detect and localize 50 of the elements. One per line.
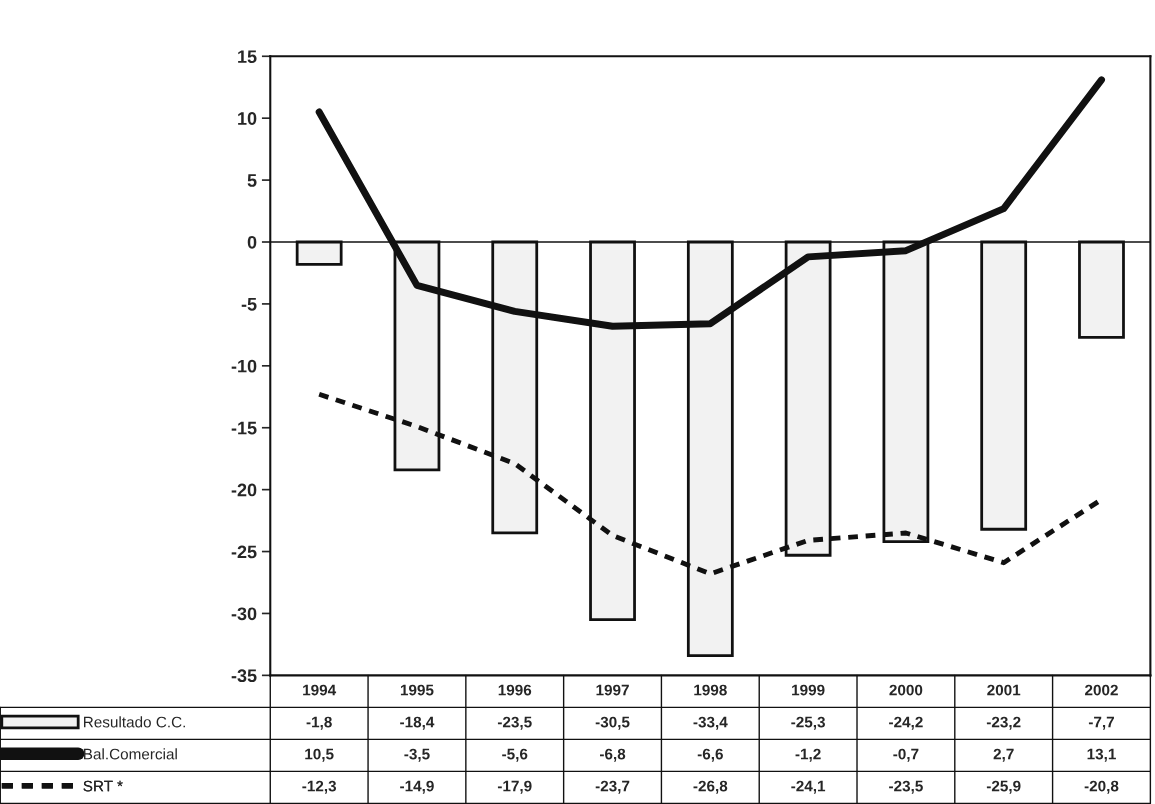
data-label: -18,4 <box>400 716 435 730</box>
data-label: -33,4 <box>693 716 728 730</box>
x-tick-label: 1994 <box>303 684 337 696</box>
data-label: 10,5 <box>305 748 334 762</box>
y-tick-label: 5 <box>247 174 257 187</box>
data-label: -14,9 <box>400 780 434 794</box>
data-label: -24,1 <box>791 780 826 794</box>
data-label: -1,8 <box>306 716 332 730</box>
data-label: -24,2 <box>889 716 923 730</box>
x-tick-label: 2002 <box>1085 684 1118 696</box>
data-label: 13,1 <box>1087 748 1116 762</box>
x-tick-label: 1997 <box>596 684 629 696</box>
data-label: -5,6 <box>502 748 528 762</box>
data-label: -23,5 <box>889 780 923 794</box>
y-tick-label: -20 <box>231 483 257 497</box>
y-tick-label: 10 <box>238 112 257 125</box>
data-label: -7,7 <box>1088 716 1114 730</box>
data-label: -1,2 <box>795 748 821 762</box>
data-label: -6,6 <box>697 748 723 762</box>
x-tick-label: 1995 <box>400 684 434 696</box>
data-label: -23,5 <box>497 716 532 730</box>
y-tick-label: -10 <box>231 359 257 373</box>
data-label: -23,7 <box>595 780 630 794</box>
legend-label: Bal.Comercial <box>84 748 177 760</box>
legend-label: SRT * <box>83 780 123 792</box>
data-label: -12,3 <box>302 780 337 794</box>
x-tick-label: 2001 <box>987 684 1021 696</box>
data-label: -6,8 <box>599 748 626 762</box>
y-tick-label: -30 <box>231 607 257 621</box>
y-tick-label: -35 <box>231 669 257 683</box>
x-tick-label: 1999 <box>792 684 825 696</box>
data-label: -0,7 <box>893 748 919 762</box>
data-label: -20,8 <box>1084 780 1119 794</box>
x-tick-label: 1996 <box>498 684 532 696</box>
data-label: 2,7 <box>993 748 1014 762</box>
data-label: -25,3 <box>791 716 825 730</box>
x-tick-label: 1998 <box>694 684 727 696</box>
y-tick-label: -5 <box>241 298 257 311</box>
data-label: -26,8 <box>693 780 728 794</box>
y-tick-label: -15 <box>231 421 257 435</box>
data-label: -3,5 <box>404 748 430 762</box>
x-tick-label: 2000 <box>889 684 923 696</box>
y-tick-label: 0 <box>247 235 257 249</box>
y-tick-label: 15 <box>238 50 257 63</box>
data-label: -17,9 <box>497 780 532 794</box>
data-label: -23,2 <box>986 716 1021 730</box>
data-label: -25,9 <box>986 780 1021 794</box>
legend-label: Resultado C.C. <box>84 716 185 728</box>
data-label: -30,5 <box>595 716 630 730</box>
y-tick-label: -25 <box>231 545 257 559</box>
